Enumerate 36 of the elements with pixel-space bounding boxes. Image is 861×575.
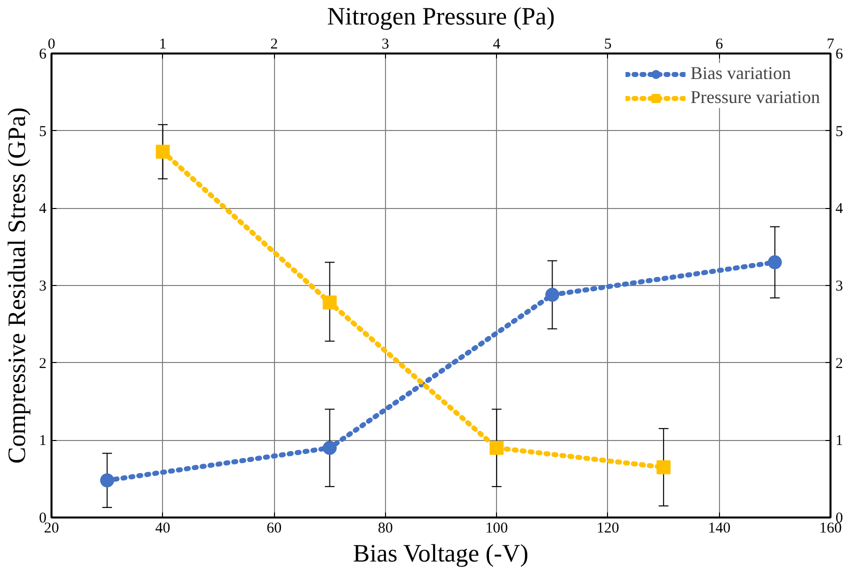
point [322, 440, 337, 455]
point [768, 255, 782, 270]
x-tick-label: 140 [708, 520, 730, 536]
y2-tick-label: 5 [836, 124, 843, 140]
y2-tick-label: 4 [836, 201, 844, 218]
x-tick-label: 40 [155, 520, 170, 536]
y-tick-label: 1 [39, 433, 46, 450]
x2-tick-label: 5 [604, 36, 612, 52]
y-tick-label: 2 [39, 356, 46, 372]
x-axis-title: Bias Voltage (-V) [353, 540, 529, 568]
y-tick-label: 5 [39, 124, 46, 140]
x-tick-label: 80 [378, 520, 393, 536]
x2-tick-label: 3 [382, 36, 390, 52]
y-tick-label: 4 [39, 201, 47, 218]
legend-label: Pressure variation [690, 87, 820, 108]
x-tick-label: 60 [266, 520, 282, 536]
legend-label: Bias variation [690, 63, 792, 84]
y2-tick-label: 6 [836, 46, 844, 62]
y2-tick-label: 3 [836, 278, 843, 294]
y2-tick-label: 2 [836, 356, 843, 372]
x2-tick-label: 6 [715, 36, 724, 52]
x2-tick-label: 4 [492, 36, 501, 52]
y-tick-label: 3 [39, 278, 46, 294]
x2-tick-label: 7 [826, 36, 835, 52]
point [100, 473, 114, 488]
x-tick-label: 100 [485, 520, 508, 536]
y-tick-label: 0 [39, 510, 46, 526]
y-axis-title: Compressive Residual Stress (GPa) [4, 107, 31, 464]
point [545, 288, 560, 302]
x2-axis-title: Nitrogen Pressure (Pa) [327, 4, 555, 30]
x2-tick-label: 2 [270, 36, 278, 52]
y2-tick-label: 1 [836, 433, 843, 450]
y-tick-label: 6 [39, 46, 47, 62]
x-tick-label: 20 [44, 520, 59, 536]
x-tick-label: 120 [596, 520, 620, 536]
x2-tick-label: 1 [159, 36, 167, 52]
